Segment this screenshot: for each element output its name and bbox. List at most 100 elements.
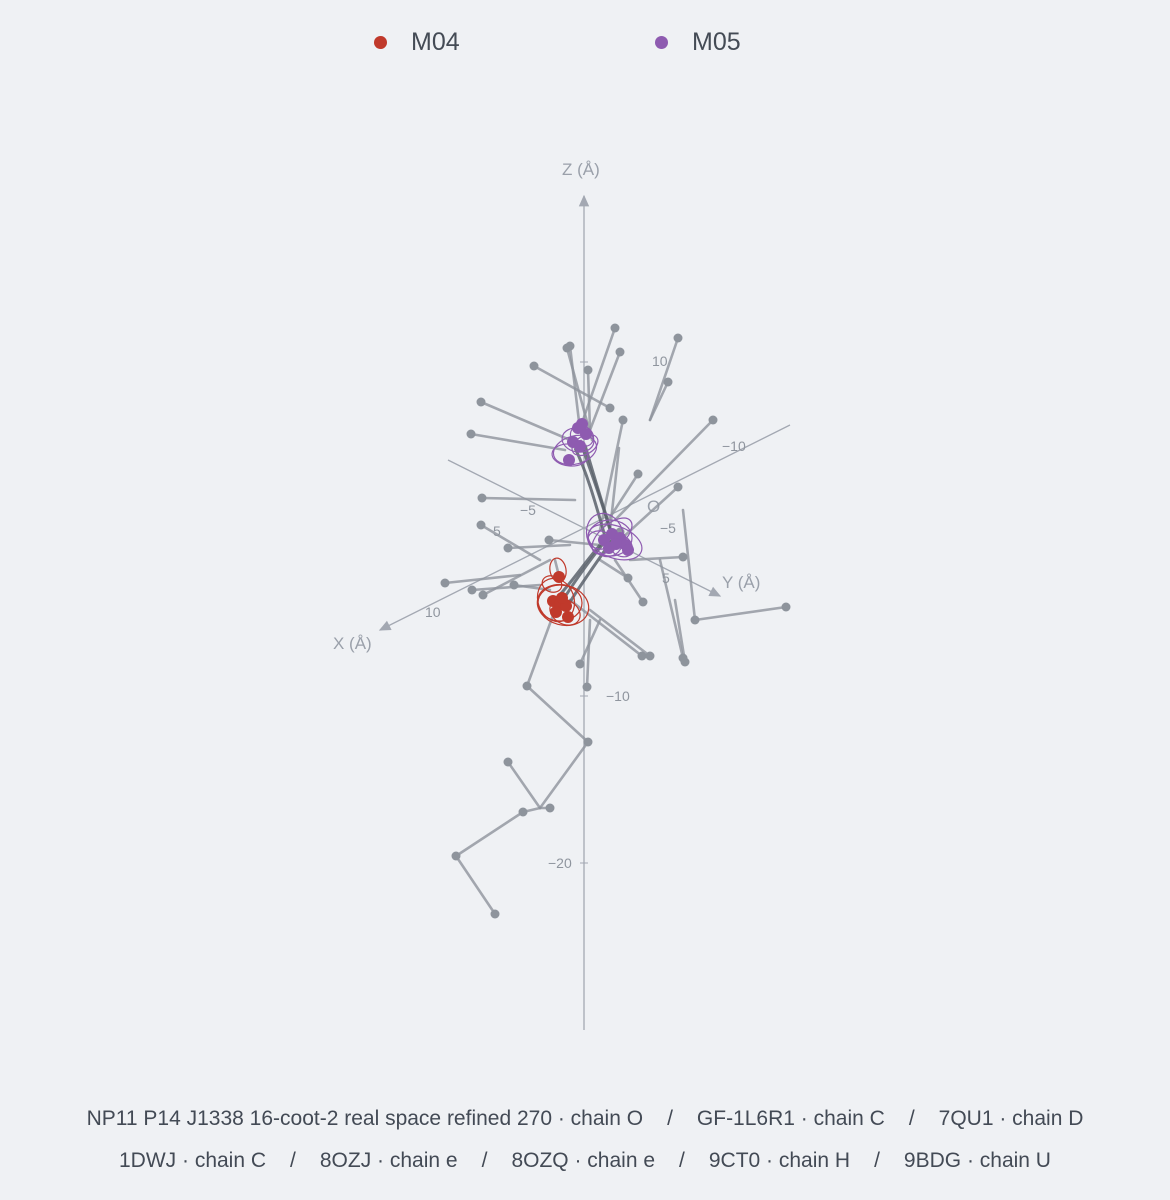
- backbone-segment: [532, 364, 612, 410]
- backbone-atom: [615, 347, 625, 357]
- m05-orbital-ring: [571, 433, 599, 457]
- structure-entry[interactable]: 1DWJ · chain C: [119, 1149, 267, 1172]
- backbone-atom: [466, 429, 476, 439]
- backbone-segment: [506, 760, 542, 810]
- backbone-segment: [648, 380, 670, 422]
- structure-entry[interactable]: NP11 P14 J1338 16-coot-2 real space refi…: [86, 1107, 644, 1130]
- separator: /: [290, 1149, 296, 1172]
- backbone-atom: [678, 552, 688, 562]
- backbone-atom: [503, 757, 513, 767]
- backbone-segment: [479, 400, 572, 442]
- m05-atom: [610, 538, 622, 550]
- structure-entry[interactable]: 8OZJ · chain e: [319, 1149, 458, 1172]
- m04-atom: [550, 606, 562, 618]
- backbone-atom: [440, 578, 450, 588]
- backbone-atom: [690, 615, 700, 625]
- backbone-atom: [522, 681, 532, 691]
- backbone-atom: [638, 597, 648, 607]
- backbone-segment: [506, 543, 572, 550]
- z-tick-10: 10: [652, 353, 668, 369]
- backbone-atom: [618, 415, 628, 425]
- backbone-atom: [583, 737, 593, 747]
- m04-atom: [562, 611, 574, 623]
- x-axis-title: X (Å): [333, 634, 372, 653]
- legend-item-m04[interactable]: M04: [374, 22, 460, 62]
- backbone-atom: [518, 807, 528, 817]
- separator: /: [481, 1149, 488, 1172]
- m05-atom: [622, 544, 634, 556]
- legend-label-m05: M05: [692, 27, 741, 56]
- backbone-atom: [673, 333, 683, 343]
- backbone-segment: [693, 605, 788, 622]
- backbone-segment: [480, 496, 577, 502]
- y-tick-5: 5: [662, 570, 670, 586]
- backbone-atom: [637, 651, 647, 661]
- backbone-atom: [509, 580, 519, 590]
- m04-atom: [553, 571, 565, 583]
- backbone-segment: [681, 508, 697, 622]
- structure-entry[interactable]: 8OZQ · chain e: [511, 1149, 656, 1172]
- backbone-atom: [490, 909, 500, 919]
- y-axis-line: [447, 459, 722, 597]
- backbone-traces: [440, 323, 791, 919]
- structure-list: NP11 P14 J1338 16-coot-2 real space refi…: [0, 1098, 1170, 1182]
- backbone-atom: [562, 343, 572, 353]
- separator: /: [908, 1107, 915, 1130]
- backbone-segment: [479, 523, 542, 562]
- x-axis-line: [378, 424, 791, 631]
- legend: M04 M05: [0, 22, 1170, 62]
- backbone-atom: [503, 543, 513, 553]
- backbone-atom: [477, 493, 487, 503]
- structure-entry[interactable]: 9BDG · chain U: [903, 1149, 1051, 1172]
- z-axis-title: Z (Å): [562, 160, 600, 179]
- separator: /: [874, 1149, 880, 1172]
- m05-atom: [580, 428, 592, 440]
- motif-clusters: [536, 418, 643, 627]
- structure-list-line-2: 1DWJ · chain C / 8OZJ · chain e / 8OZQ · cha…: [0, 1140, 1170, 1182]
- structure-entry[interactable]: 9CT0 · chain H: [708, 1149, 851, 1172]
- x-tick-minus5: −5: [520, 502, 536, 518]
- backbone-segment: [469, 432, 567, 452]
- legend-label-m04: M04: [411, 27, 460, 56]
- backbone-atom: [478, 590, 488, 600]
- backbone-atom: [544, 535, 554, 545]
- z-tick-minus10: −10: [606, 688, 630, 704]
- backbone-segment: [673, 598, 687, 664]
- z-tick-minus20: −20: [548, 855, 572, 871]
- backbone-atom: [583, 365, 593, 375]
- backbone-atom: [781, 602, 791, 612]
- backbone-atom: [575, 659, 585, 669]
- backbone-segment: [538, 740, 590, 810]
- backbone-segment: [525, 608, 557, 688]
- backbone-atom: [633, 469, 643, 479]
- backbone-segment: [598, 558, 630, 580]
- backbone-segment: [613, 418, 715, 522]
- backbone-segment: [588, 608, 652, 658]
- y-tick-minus5: −5: [660, 520, 676, 536]
- backbone-atom: [545, 803, 555, 813]
- backbone-atom: [663, 377, 673, 387]
- y-tick-minus10: −10: [722, 438, 746, 454]
- backbone-segment: [658, 558, 685, 660]
- backbone-atom: [645, 651, 655, 661]
- backbone-atom: [605, 403, 615, 413]
- backbone-segment: [588, 350, 622, 432]
- core-strand: [573, 447, 608, 541]
- backbone-segment: [648, 336, 680, 422]
- backbone-atom: [708, 415, 718, 425]
- backbone-atom: [582, 682, 592, 692]
- backbone-segment: [586, 368, 592, 432]
- structure-plot-3d[interactable]: Z (Å) X (Å) Y (Å) O 5 10 −5 −10 −5 5 10 …: [0, 0, 1170, 1080]
- x-tick-10: 10: [425, 604, 441, 620]
- backbone-segment: [454, 854, 497, 916]
- separator: /: [667, 1107, 673, 1130]
- backbone-atom: [610, 323, 620, 333]
- legend-item-m05[interactable]: M05: [655, 22, 741, 62]
- m05-atom: [563, 454, 575, 466]
- backbone-atom: [623, 573, 633, 583]
- structure-entry[interactable]: 7QU1 · chain D: [938, 1107, 1084, 1130]
- backbone-segment: [454, 810, 525, 858]
- separator: /: [679, 1149, 685, 1172]
- structure-entry[interactable]: GF-1L6R1 · chain C: [696, 1107, 885, 1130]
- legend-swatch-m04: [374, 35, 387, 49]
